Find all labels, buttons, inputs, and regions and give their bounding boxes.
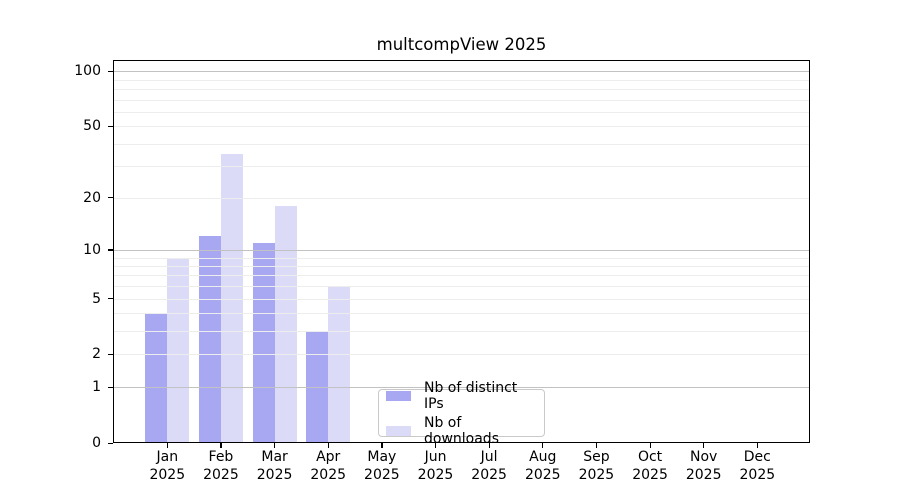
legend-swatch-distinct-ips bbox=[386, 390, 411, 401]
x-tick-label-year: 2025 bbox=[471, 466, 507, 483]
gridline-minor bbox=[113, 88, 810, 90]
x-tick-label-month: Sep bbox=[583, 449, 610, 465]
x-tick-label-year: 2025 bbox=[310, 466, 347, 483]
y-tick-label: 20 bbox=[83, 189, 101, 206]
x-tick bbox=[220, 443, 222, 448]
x-tick-label: Jun 2025 bbox=[406, 449, 466, 484]
bar-downloads bbox=[328, 286, 351, 443]
x-tick-label: Dec 2025 bbox=[727, 449, 787, 484]
x-tick-label-year: 2025 bbox=[203, 466, 239, 483]
x-tick-label-month: May bbox=[367, 449, 397, 465]
gridline-minor bbox=[113, 79, 810, 81]
x-tick-label-month: Jul bbox=[480, 449, 498, 465]
x-tick-label: Jan 2025 bbox=[137, 449, 197, 484]
x-tick-label: Aug 2025 bbox=[513, 449, 573, 484]
x-tick-label-year: 2025 bbox=[417, 466, 454, 483]
y-tick bbox=[108, 249, 113, 251]
x-tick-label-year: 2025 bbox=[632, 466, 668, 483]
x-tick-label: Jul 2025 bbox=[459, 449, 519, 484]
x-tick-label-year: 2025 bbox=[364, 466, 400, 483]
y-tick bbox=[108, 386, 113, 388]
gridline-minor bbox=[113, 99, 810, 101]
x-tick-label-month: Jan bbox=[156, 449, 179, 465]
x-tick-label: May 2025 bbox=[352, 449, 412, 484]
y-tick-label: 100 bbox=[74, 63, 101, 80]
y-tick bbox=[108, 125, 113, 127]
x-tick-label-month: Dec bbox=[743, 449, 771, 465]
x-tick-label-year: 2025 bbox=[149, 466, 186, 483]
bar-distinct-ips bbox=[306, 331, 329, 443]
bar-downloads bbox=[167, 257, 190, 443]
bar-distinct-ips bbox=[252, 242, 275, 443]
bar-downloads bbox=[274, 205, 297, 443]
y-tick bbox=[108, 442, 113, 444]
x-tick-label-month: Oct bbox=[637, 449, 663, 465]
gridline-minor bbox=[113, 143, 810, 145]
x-tick-label-month: Feb bbox=[208, 449, 234, 465]
x-tick-label: Sep 2025 bbox=[566, 449, 626, 484]
x-tick bbox=[274, 443, 276, 448]
y-tick bbox=[108, 353, 113, 356]
gridline-minor bbox=[113, 166, 810, 168]
bar-distinct-ips bbox=[145, 313, 168, 443]
y-tick-label: 1 bbox=[92, 379, 101, 396]
x-tick bbox=[381, 443, 383, 448]
x-tick-label-month: Apr bbox=[316, 449, 341, 465]
x-tick-label-year: 2025 bbox=[685, 466, 722, 483]
legend: Nb of distinct IPs Nb of downloads bbox=[378, 380, 545, 447]
x-tick bbox=[542, 443, 544, 448]
y-tick-label: 2 bbox=[92, 346, 101, 363]
x-tick bbox=[327, 443, 329, 448]
legend-label-downloads: Nb of downloads bbox=[424, 414, 499, 447]
x-tick-label-year: 2025 bbox=[739, 466, 776, 483]
x-tick-label-year: 2025 bbox=[524, 466, 561, 483]
x-tick-label-year: 2025 bbox=[578, 466, 615, 483]
y-tick bbox=[108, 197, 113, 199]
x-tick bbox=[435, 443, 437, 448]
legend-item-distinct-ips: Nb of distinct IPs bbox=[386, 380, 537, 412]
y-tick-label: 50 bbox=[83, 118, 101, 135]
x-tick bbox=[756, 443, 759, 448]
gridline-minor bbox=[113, 197, 810, 199]
y-tick-label: 5 bbox=[92, 290, 101, 307]
gridline-minor bbox=[113, 111, 810, 113]
x-tick-label: Nov 2025 bbox=[674, 449, 734, 484]
x-tick bbox=[595, 443, 598, 448]
x-tick-label: Feb 2025 bbox=[191, 449, 251, 484]
x-tick-label-month: Aug bbox=[529, 449, 557, 465]
bar-distinct-ips bbox=[198, 236, 221, 443]
x-tick bbox=[166, 443, 168, 448]
x-tick bbox=[488, 443, 490, 448]
chart-title: multcompView 2025 bbox=[376, 35, 547, 54]
x-tick bbox=[703, 443, 705, 448]
legend-item-downloads: Nb of downloads bbox=[386, 415, 537, 447]
x-tick-label: Mar 2025 bbox=[245, 449, 305, 484]
bar-downloads bbox=[220, 154, 243, 443]
y-tick-label: 10 bbox=[83, 241, 101, 258]
gridline-major bbox=[113, 71, 810, 73]
y-tick bbox=[108, 70, 113, 72]
x-tick-label-year: 2025 bbox=[256, 466, 293, 483]
legend-label-distinct-ips: Nb of distinct IPs bbox=[424, 379, 518, 412]
x-tick bbox=[649, 443, 651, 448]
gridline-minor bbox=[113, 126, 810, 128]
y-tick bbox=[108, 298, 113, 300]
x-tick-label-month: Mar bbox=[261, 449, 288, 465]
x-tick-label: Apr 2025 bbox=[298, 449, 358, 484]
x-tick-label-month: Nov bbox=[690, 449, 718, 465]
legend-swatch-downloads bbox=[386, 425, 411, 436]
x-tick-label-month: Jun bbox=[424, 449, 447, 465]
y-tick-label: 0 bbox=[92, 435, 101, 451]
x-tick-label: Oct 2025 bbox=[620, 449, 680, 484]
